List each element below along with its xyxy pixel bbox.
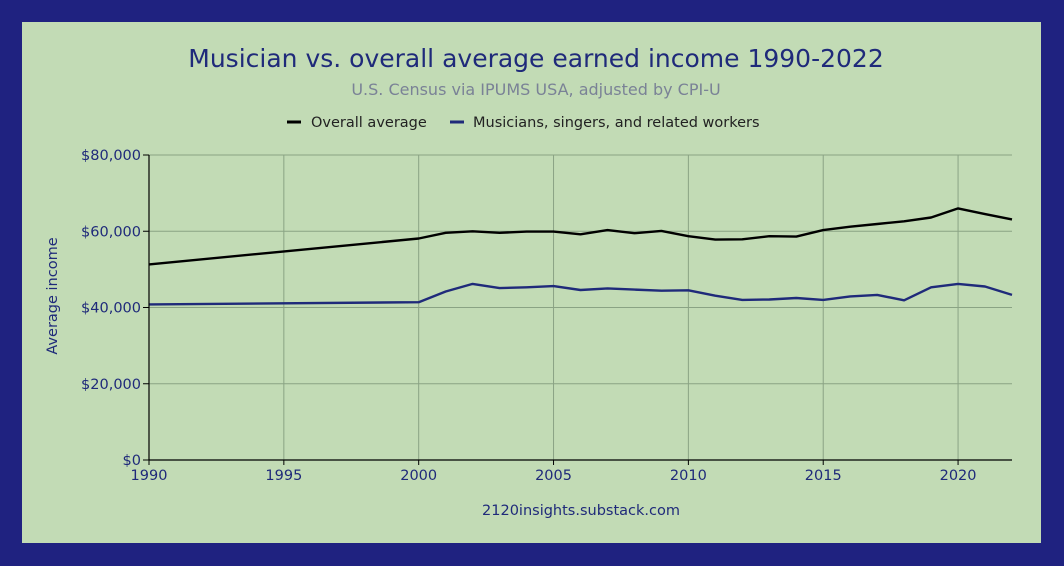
source-credit: 2120insights.substack.com [482,503,680,519]
chart-subtitle: U.S. Census via IPUMS USA, adjusted by C… [351,80,720,99]
x-tick-label: 2005 [535,468,572,484]
y-tick-label: $0 [123,453,141,469]
x-tick-label: 2000 [400,468,437,484]
y-tick-label: $20,000 [81,377,141,393]
y-axis-ticks: $0 $20,000 $40,000 $60,000 $80,000 [81,148,149,469]
series-line-overall [148,207,1013,266]
y-tick-label: $80,000 [81,148,141,164]
legend-label-musicians: Musicians, singers, and related workers [473,115,760,131]
legend: Overall average Musicians, singers, and … [287,115,760,131]
x-tick-label: 2020 [940,468,977,484]
x-tick-label: 1990 [131,468,168,484]
chart-panel: Musician vs. overall average earned inco… [22,22,1041,543]
chart-title: Musician vs. overall average earned inco… [188,44,883,73]
line-chart: Musician vs. overall average earned inco… [45,44,1013,519]
series-lines [148,207,1013,306]
x-axis-ticks: 1990 1995 2000 2005 2010 2015 2020 [131,460,977,484]
y-axis-label: Average income [45,237,61,354]
y-tick-label: $60,000 [81,224,141,240]
x-tick-label: 2015 [805,468,842,484]
series-line-musicians [148,282,1013,306]
y-tick-label: $40,000 [81,301,141,317]
x-tick-label: 1995 [265,468,302,484]
x-tick-label: 2010 [670,468,707,484]
gridlines [149,154,1012,460]
axes [148,155,1012,461]
legend-label-overall: Overall average [311,115,427,131]
